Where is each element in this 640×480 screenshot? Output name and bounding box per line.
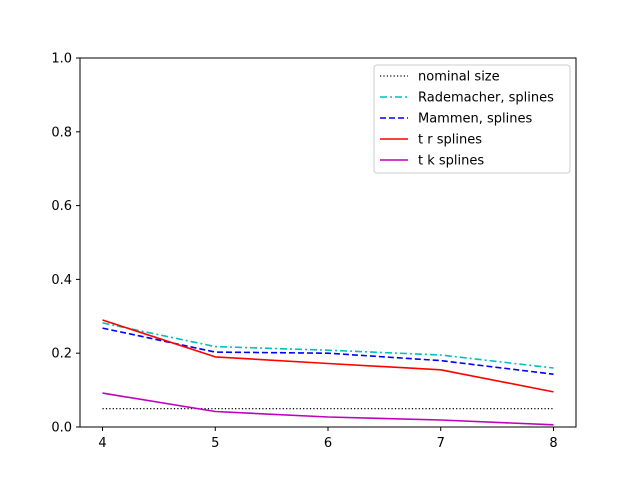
y-tick-label-3: 0.6 bbox=[51, 199, 72, 214]
legend-label-1: Rademacher, splines bbox=[418, 91, 554, 106]
x-tick-label-3: 7 bbox=[437, 436, 445, 451]
y-tick-label-4: 0.8 bbox=[51, 125, 72, 140]
y-tick-label-2: 0.4 bbox=[51, 273, 72, 288]
legend-label-4: t k splines bbox=[418, 154, 484, 169]
x-tick-label-0: 4 bbox=[98, 436, 106, 451]
x-tick-label-2: 6 bbox=[324, 436, 332, 451]
series-line-3 bbox=[102, 319, 554, 393]
x-tick-label-4: 8 bbox=[549, 436, 557, 451]
legend-label-2: Mammen, splines bbox=[418, 112, 532, 127]
series-line-1 bbox=[102, 322, 554, 369]
y-tick-label-5: 1.0 bbox=[51, 52, 72, 67]
legend-box bbox=[373, 64, 571, 174]
series-line-4 bbox=[102, 392, 554, 426]
x-tick-label-1: 5 bbox=[211, 436, 219, 451]
y-tick-label-1: 0.2 bbox=[51, 347, 72, 362]
legend-label-0: nominal size bbox=[418, 70, 500, 85]
legend-label-3: t r splines bbox=[418, 133, 482, 148]
y-tick-label-0: 0.0 bbox=[51, 421, 72, 436]
plot-area: 4 5 6 7 8 0.0 0.2 0.4 0.6 0.8 1.0 nominal size Radem… bbox=[51, 52, 577, 451]
